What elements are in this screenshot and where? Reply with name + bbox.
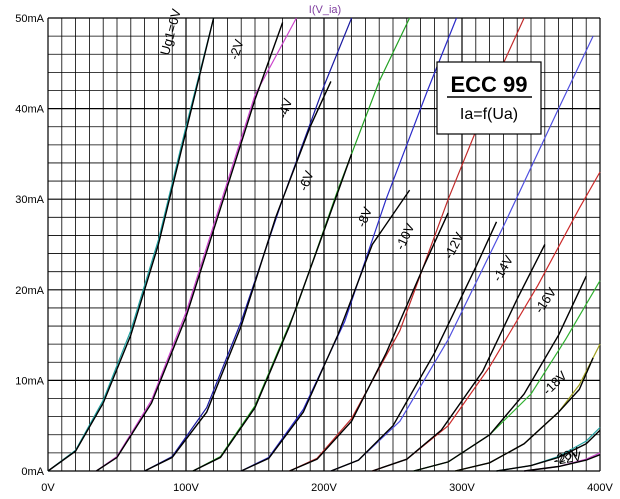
x-tick-label: 100V — [173, 482, 199, 494]
info-box: ECC 99 Ia=f(Ua) — [436, 61, 542, 135]
y-tick-label: 50mA — [15, 13, 44, 25]
curve-measured — [454, 357, 594, 472]
curve-simulated — [144, 17, 353, 472]
x-axis-ticks: 0V 100V 200V 300V 400V — [41, 482, 613, 494]
curve-measured — [95, 22, 284, 472]
curve-simulated — [192, 17, 411, 472]
y-tick-label: 20mA — [15, 285, 44, 297]
curve-label: -4V — [275, 96, 296, 120]
curve-label: -2V — [226, 37, 247, 61]
curve-label: Ug1=0V — [157, 7, 184, 57]
curve-measured — [144, 81, 332, 472]
curve-measured — [192, 153, 353, 472]
curve-measured — [496, 429, 601, 472]
curve-measured — [372, 244, 546, 472]
info-box-title: ECC 99 — [450, 72, 527, 97]
curve-measured — [47, 17, 215, 472]
y-axis-ticks: 0mA 10mA 20mA 30mA 40mA 50mA — [15, 13, 44, 478]
curve-measured — [330, 221, 498, 472]
x-tick-label: 400V — [587, 482, 613, 494]
info-box-subtitle: Ia=f(Ua) — [460, 106, 518, 123]
curve-label: -12V — [441, 230, 467, 262]
info-box-frame — [436, 61, 542, 135]
chart-title: I(V_ia) — [309, 4, 341, 16]
curve-simulated — [240, 17, 458, 472]
x-tick-label: 300V — [449, 482, 475, 494]
x-tick-label: 0V — [41, 482, 55, 494]
y-tick-label: 40mA — [15, 104, 44, 116]
y-tick-label: 10mA — [15, 375, 44, 387]
x-tick-label: 200V — [311, 482, 337, 494]
grid — [47, 17, 601, 472]
curve-measured — [413, 275, 587, 472]
curves — [47, 17, 601, 472]
curve-label: -22V — [553, 448, 583, 468]
curve-measured — [240, 189, 411, 472]
curve-label: -6V — [295, 168, 316, 193]
curve-simulated — [496, 427, 601, 472]
curve-label: -8V — [354, 205, 376, 230]
y-tick-label: 30mA — [15, 194, 44, 206]
curve-label: -10V — [392, 221, 417, 253]
y-tick-label: 0mA — [21, 466, 44, 478]
curve-label: -14V — [489, 252, 516, 284]
curve-measured — [289, 212, 449, 472]
curve-measured — [524, 454, 601, 472]
